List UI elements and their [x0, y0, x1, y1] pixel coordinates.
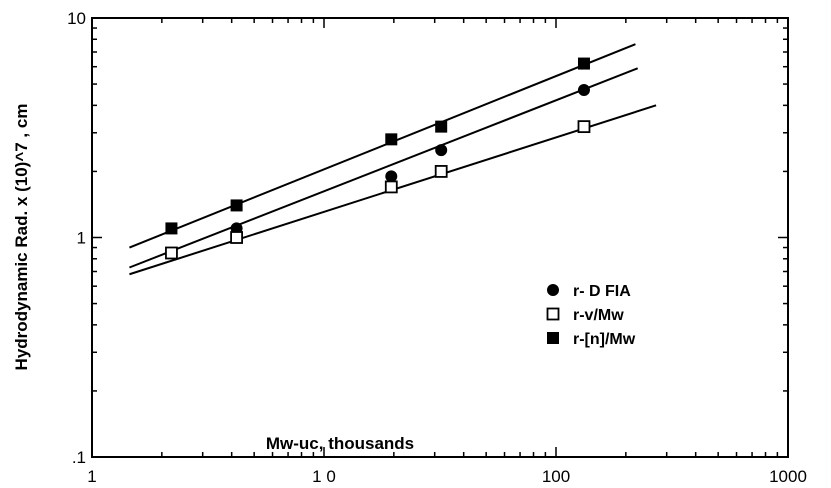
fit-line-3	[129, 43, 636, 249]
y-axis: .1 1 10	[67, 9, 788, 467]
data-point-series-1	[435, 144, 448, 157]
data-points	[165, 57, 591, 260]
legend-marker-2	[546, 307, 560, 321]
data-point-series-2	[434, 165, 448, 178]
data-point-series-3	[577, 57, 590, 70]
y-tick-label: 10	[67, 9, 86, 28]
legend-label-3: r-[n]/Mw	[573, 331, 636, 348]
data-point-series-3	[165, 222, 178, 235]
plot-area	[91, 17, 789, 458]
data-point-series-3	[230, 199, 243, 212]
data-point-series-1	[385, 170, 398, 183]
legend-marker-1	[547, 284, 559, 296]
x-tick-label: 1000	[769, 467, 807, 486]
fit-line-1	[129, 67, 639, 269]
data-point-series-2	[384, 180, 398, 194]
data-point-series-2	[165, 246, 178, 260]
y-tick-label: 1	[77, 229, 86, 248]
y-axis-label: Hydrodynamic Rad. x (10)^7 , cm	[12, 104, 31, 371]
legend: r- D FIA r-v/Mw r-[n]/Mw	[546, 283, 636, 348]
data-point-series-3	[435, 120, 448, 133]
x-tick-label: 1	[87, 467, 96, 486]
y-tick-label: .1	[72, 448, 86, 467]
data-point-series-2	[577, 120, 591, 134]
plot-border	[91, 17, 789, 458]
legend-label-2: r-v/Mw	[573, 307, 624, 324]
x-tick-label: 100	[542, 467, 570, 486]
x-axis-label: Mw-uc, thousands	[266, 434, 414, 453]
data-point-series-1	[577, 83, 590, 96]
x-axis: 1 1 0 100 1000	[87, 18, 807, 486]
legend-marker-3	[547, 332, 559, 344]
data-point-series-3	[385, 133, 398, 146]
fit-lines	[129, 43, 657, 276]
data-point-series-2	[230, 231, 243, 244]
x-tick-label: 1 0	[312, 467, 336, 486]
legend-label-1: r- D FIA	[573, 283, 631, 300]
